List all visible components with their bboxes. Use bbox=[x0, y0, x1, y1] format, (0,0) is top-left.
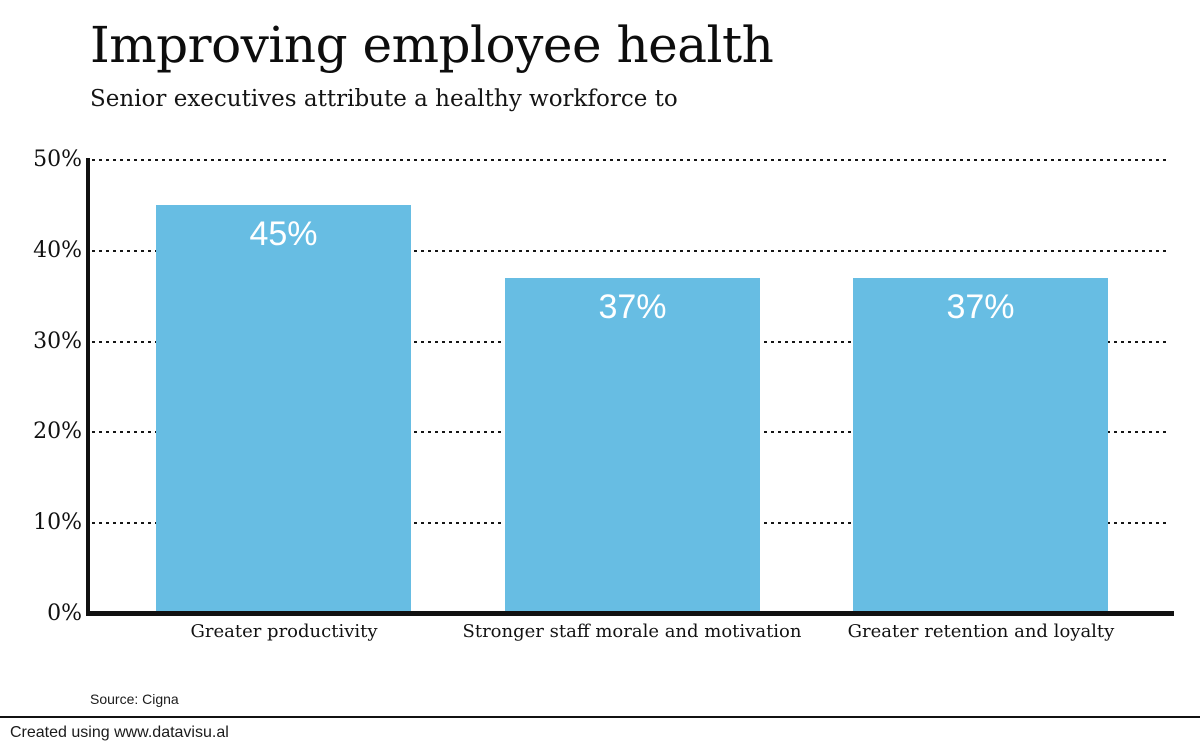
credit-note: Created using www.datavisu.al bbox=[10, 724, 229, 741]
ytick-label-50%: 50% bbox=[33, 147, 82, 172]
gridline-50% bbox=[92, 159, 1168, 161]
bar-3: 37% bbox=[853, 278, 1108, 614]
category-label-2: Stronger staff morale and motivation bbox=[462, 621, 802, 642]
ytick-label-0%: 0% bbox=[47, 601, 82, 626]
category-label-3: Greater retention and loyalty bbox=[847, 621, 1115, 642]
bar-value-label-2: 37% bbox=[598, 288, 667, 327]
category-label-1: Greater productivity bbox=[190, 621, 378, 642]
source-note: Source: Cigna bbox=[90, 691, 179, 707]
y-axis bbox=[86, 158, 90, 616]
bar-value-label-1: 45% bbox=[249, 215, 318, 254]
bar-value-label-3: 37% bbox=[946, 288, 1015, 327]
x-axis bbox=[86, 611, 1174, 616]
chart-subtitle: Senior executives attribute a healthy wo… bbox=[90, 86, 678, 112]
bar-2: 37% bbox=[505, 278, 760, 614]
ytick-label-40%: 40% bbox=[33, 237, 82, 263]
ytick-label-20%: 20% bbox=[33, 419, 82, 445]
chart-title: Improving employee health bbox=[90, 16, 774, 74]
ytick-label-10%: 10% bbox=[33, 510, 82, 536]
footer-divider bbox=[0, 716, 1200, 718]
bar-1: 45% bbox=[156, 205, 411, 614]
gridline-40% bbox=[92, 249, 1168, 252]
ytick-label-30%: 30% bbox=[33, 328, 82, 354]
